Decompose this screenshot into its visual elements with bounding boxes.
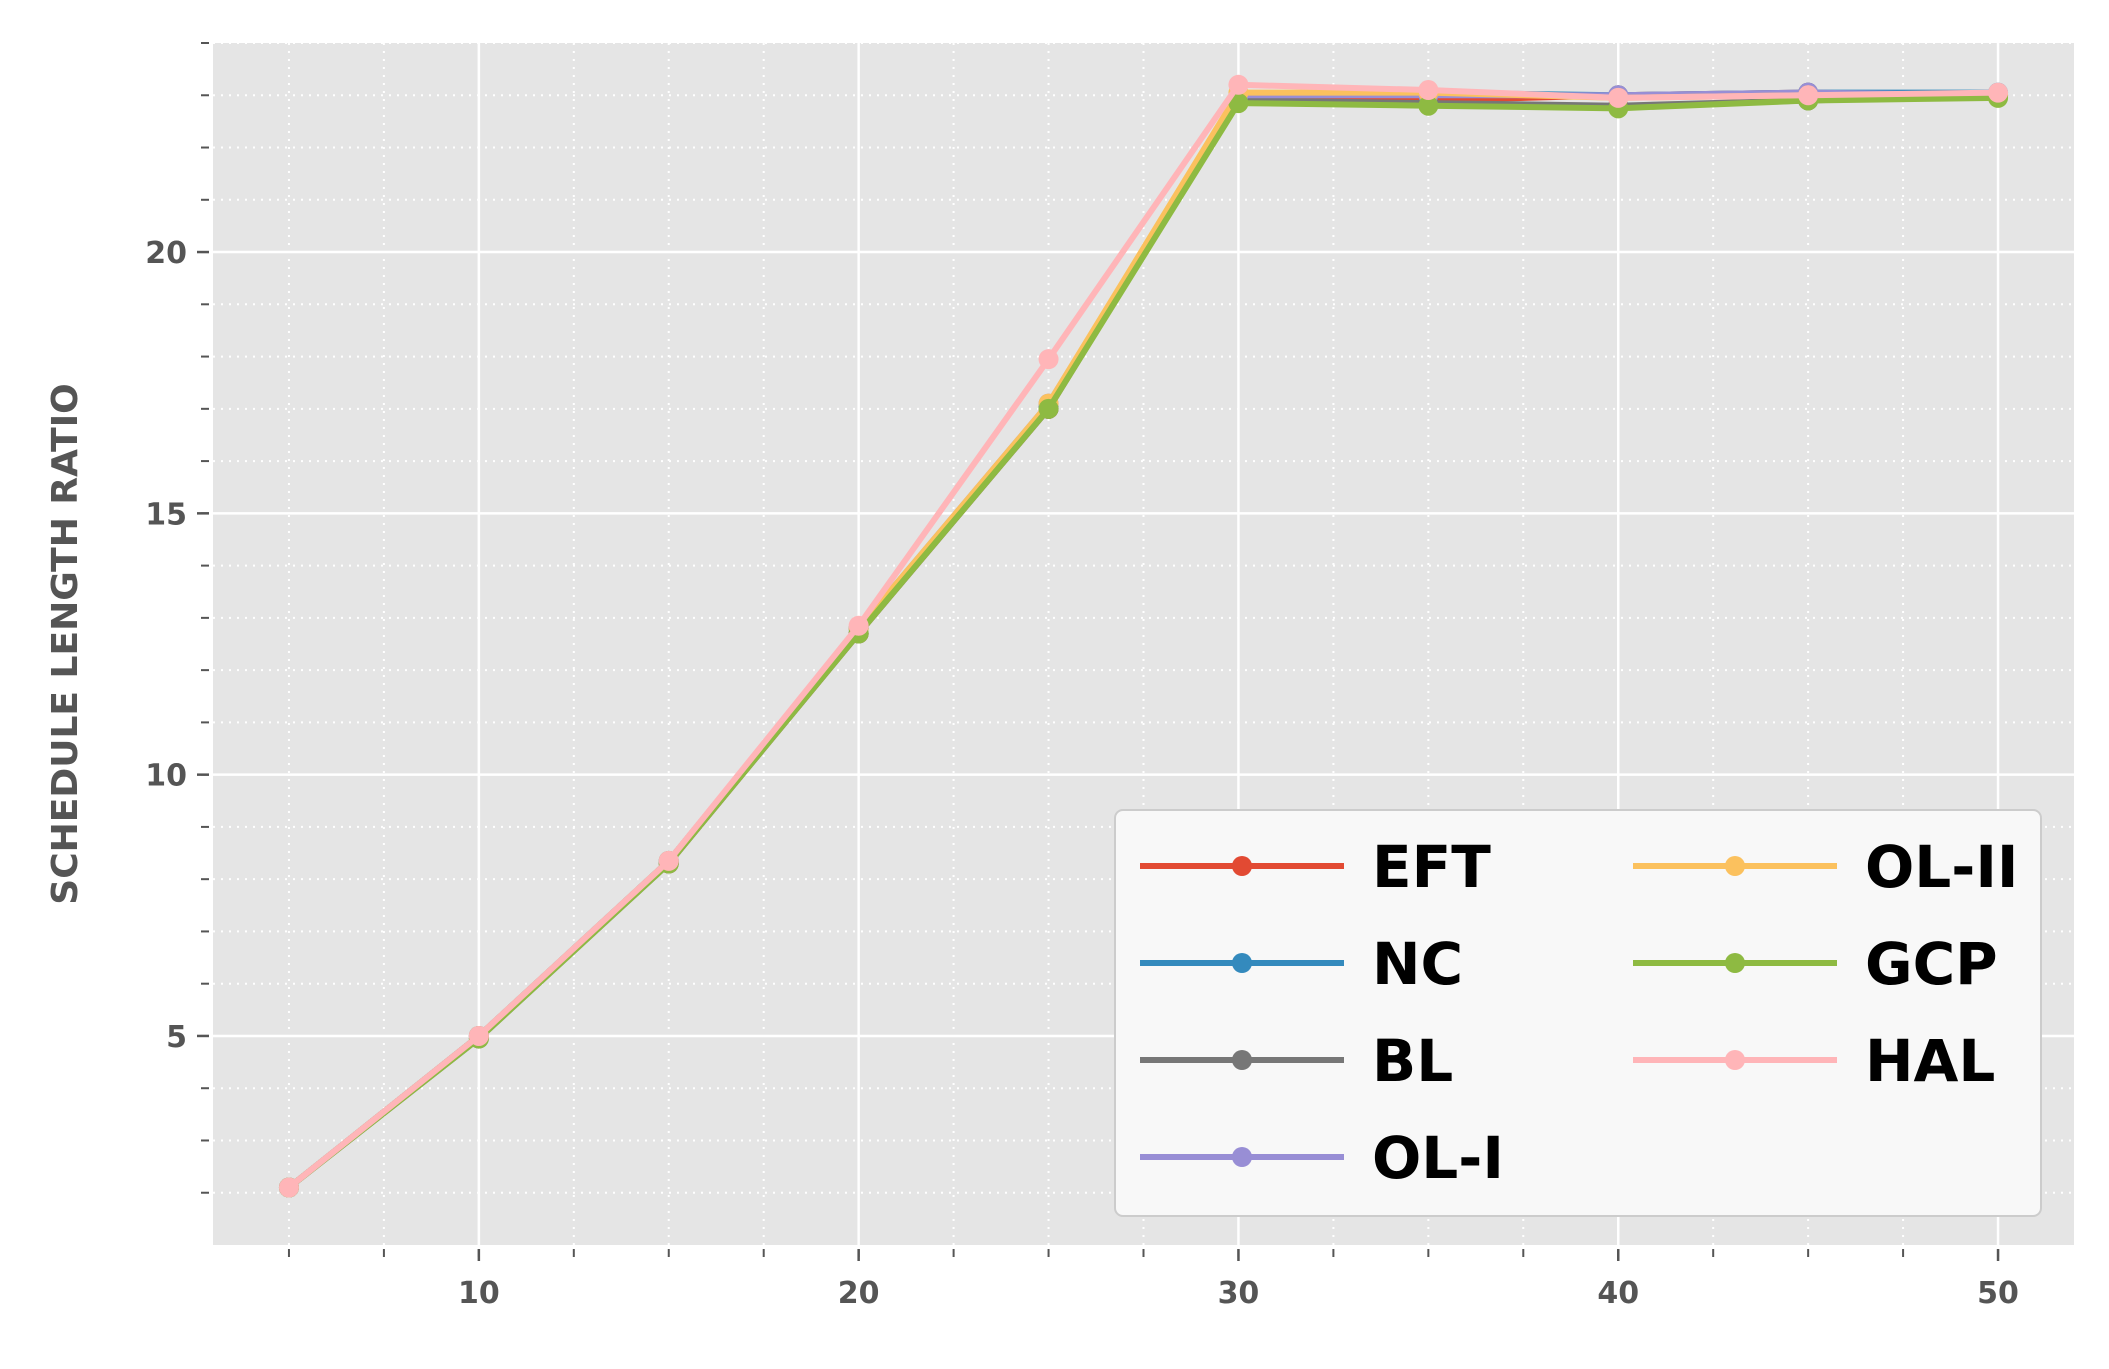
series-hal (278, 74, 2009, 1198)
x-tick-label: 20 (838, 1276, 880, 1311)
y-axis-label: SCHEDULE LENGTH RATIO (45, 383, 86, 904)
legend-item-ol-i: OL-I (1140, 1124, 1504, 1192)
legend-marker (1232, 1147, 1252, 1167)
legend-marker (1725, 1050, 1745, 1070)
legend-label: BL (1372, 1027, 1453, 1095)
legend-marker (1232, 1050, 1252, 1070)
y-tick-labels: 5 10 15 20 (145, 236, 187, 1055)
legend-item-eft: EFT (1140, 833, 1491, 901)
legend-item-gcp: GCP (1633, 930, 1998, 998)
data-point (1038, 398, 1059, 419)
data-point (1038, 349, 1059, 370)
x-tick-label: 50 (1977, 1276, 2019, 1311)
legend-marker (1725, 856, 1745, 876)
data-point (468, 1025, 489, 1046)
series-line (287, 81, 1999, 1190)
data-point (1798, 85, 1819, 106)
x-tick-labels: 10 20 30 40 50 (458, 1276, 2019, 1311)
legend-label: NC (1372, 930, 1463, 998)
legend: EFT NC BL OL-I OL-II GCP HAL (1114, 809, 2042, 1217)
data-point (1228, 93, 1249, 114)
legend-marker (1232, 856, 1252, 876)
legend-marker (1725, 953, 1745, 973)
axis-ticks (197, 42, 2000, 1261)
legend-label: OL-I (1372, 1124, 1504, 1192)
data-point (1988, 82, 2009, 103)
legend-item-ol-ii: OL-II (1633, 833, 2019, 901)
data-point (1608, 87, 1629, 108)
data-point (1228, 74, 1249, 95)
legend-item-bl: BL (1140, 1027, 1453, 1095)
y-tick-label: 5 (166, 1020, 187, 1055)
x-tick-label: 40 (1597, 1276, 1639, 1311)
legend-label: EFT (1372, 833, 1491, 901)
y-tick-label: 15 (145, 497, 187, 532)
x-tick-label: 30 (1218, 1276, 1260, 1311)
legend-box (1114, 809, 2042, 1217)
y-tick-label: 20 (145, 236, 187, 271)
data-point (848, 615, 869, 636)
x-tick-label: 10 (458, 1276, 500, 1311)
legend-label: GCP (1865, 930, 1998, 998)
legend-label: HAL (1865, 1027, 1995, 1095)
legend-item-hal: HAL (1633, 1027, 1995, 1095)
legend-label: OL-II (1865, 833, 2019, 901)
data-point (278, 1177, 299, 1198)
y-tick-label: 10 (145, 759, 187, 794)
data-point (1418, 95, 1439, 116)
data-point (658, 850, 679, 871)
data-point (1418, 80, 1439, 101)
legend-marker (1232, 953, 1252, 973)
series-layer (278, 74, 2009, 1198)
legend-item-nc: NC (1140, 930, 1463, 998)
